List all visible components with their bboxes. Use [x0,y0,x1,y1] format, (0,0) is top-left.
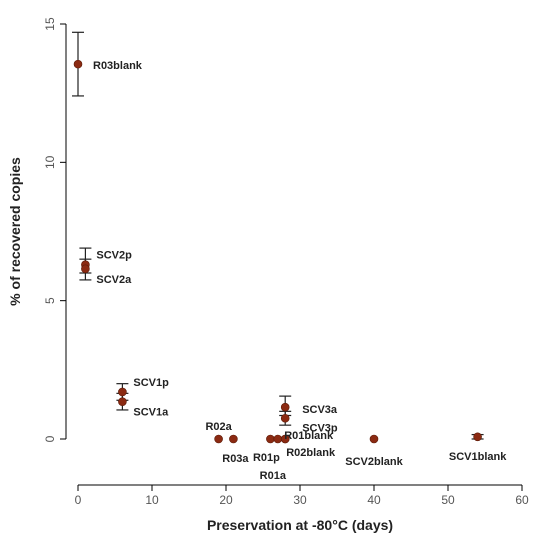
point-label: SCV1blank [449,451,507,463]
data-point [118,397,127,406]
point-label: SCV1a [133,407,169,419]
x-axis-title: Preservation at -80°C (days) [207,517,393,533]
point-label: R03blank [93,60,143,72]
data-point [81,264,90,274]
point-label: R01p [253,452,280,464]
points-group [73,59,482,444]
x-tick-label: 40 [367,493,381,507]
x-tick-label: 50 [441,493,455,507]
point-label: R02a [205,421,232,433]
x-tick-label: 10 [145,493,159,507]
data-point [280,413,290,423]
data-point [473,432,482,442]
y-axis-title: % of recovered copies [7,157,23,306]
x-ticks-group: 0 10 20 30 40 50 60 [75,485,529,507]
point-label: SCV2p [96,250,132,262]
x-tick-label: 30 [293,493,307,507]
point-label: R01blank [284,430,334,442]
data-point [266,434,275,444]
x-tick-label: 0 [75,493,82,507]
point-label: SCV3p [302,422,338,434]
point-label: SCV3a [302,404,338,416]
y-tick-label: 15 [43,17,57,31]
point-label: R03a [222,453,249,465]
point-labels-group: R03blank SCV2p SCV2a SCV1p SCV1a R02a R03a R01p… [93,60,507,482]
point-label: R01a [260,470,287,482]
data-point [369,434,379,444]
y-tick-label: 0 [43,435,57,442]
point-label: SCV2blank [345,456,403,468]
data-point [73,59,83,69]
point-label: SCV2a [96,274,132,286]
x-tick-label: 20 [219,493,233,507]
data-point [229,434,238,444]
x-tick-label: 60 [515,493,529,507]
data-point [273,434,283,444]
data-point [214,434,223,444]
data-point [280,402,290,412]
data-point [118,387,127,397]
point-label: R02blank [286,447,336,459]
y-ticks-group: 0 5 10 15 [43,17,66,442]
point-label: SCV1p [133,377,169,389]
y-tick-label: 5 [43,297,57,304]
data-point [280,434,290,444]
y-tick-label: 10 [43,155,57,169]
